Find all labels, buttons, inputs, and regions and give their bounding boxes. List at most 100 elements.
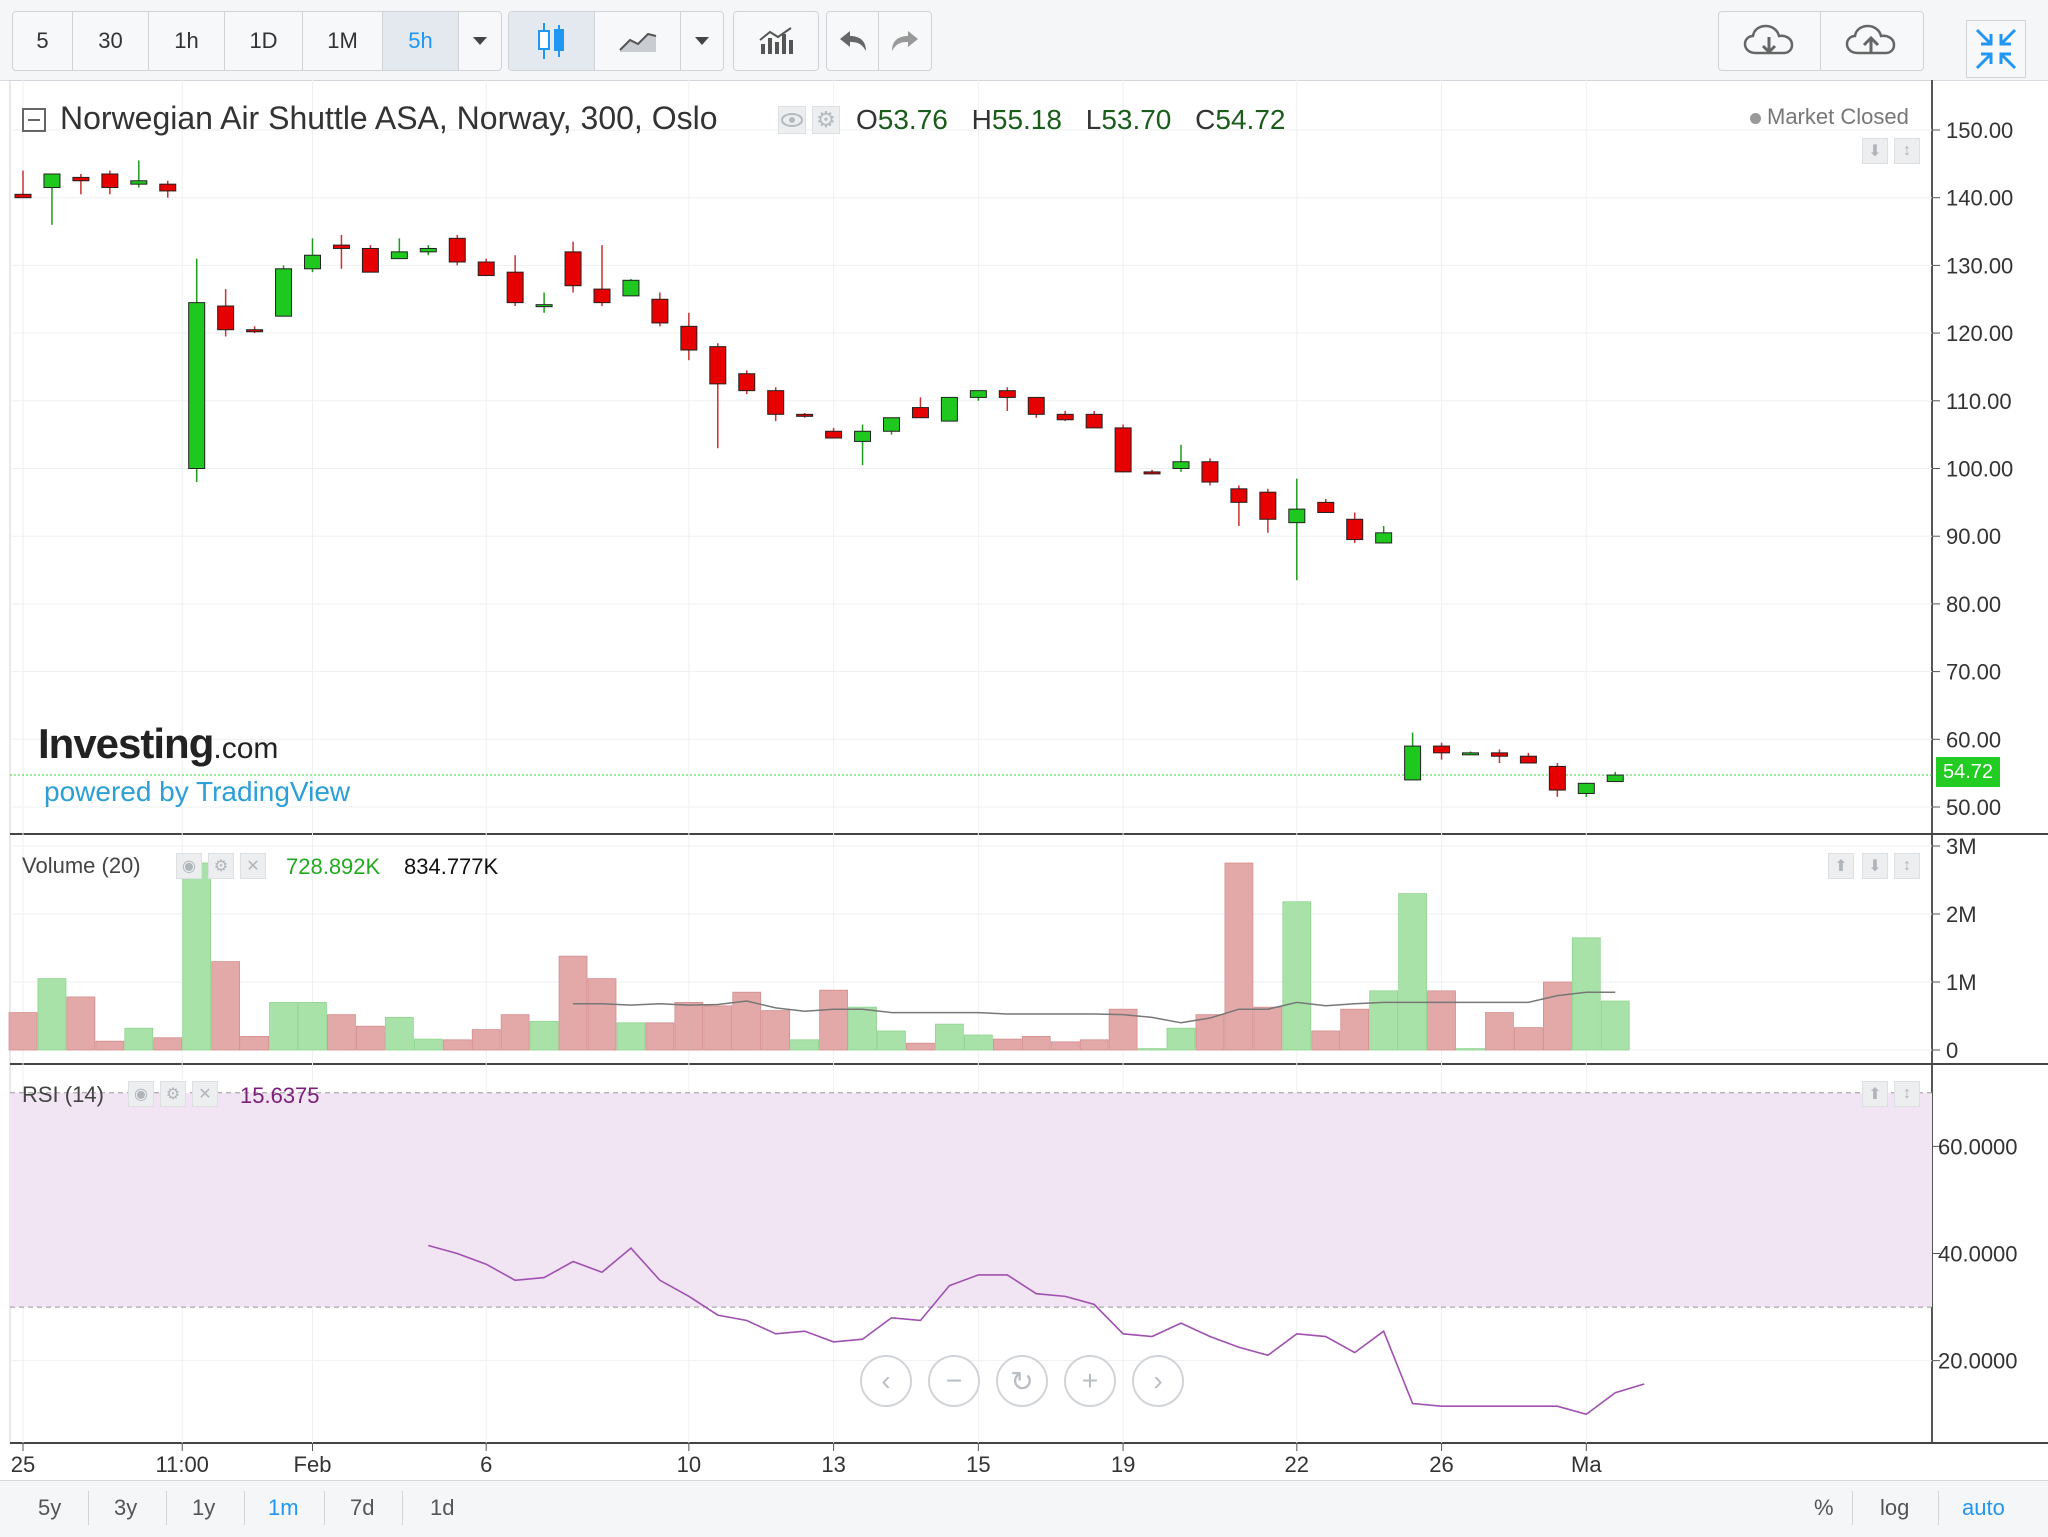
candle-body <box>1606 774 1624 783</box>
rsi-visibility-button[interactable]: ◉ <box>128 1081 154 1107</box>
price-tick-label: 60.00 <box>1946 727 2001 752</box>
powered-by-link[interactable]: powered by TradingView <box>44 776 351 807</box>
candlestick <box>1172 444 1190 472</box>
candlestick <box>1143 469 1161 475</box>
candlestick <box>796 412 814 418</box>
candlestick <box>1346 512 1364 543</box>
rsi-settings-button[interactable]: ⚙ <box>160 1081 186 1107</box>
volume-remove-button[interactable]: ✕ <box>240 853 266 879</box>
cloud-upload-button[interactable] <box>1821 12 1923 70</box>
log-scale-button[interactable]: log <box>1880 1495 1910 1520</box>
volume-bar <box>645 1022 675 1051</box>
arrow-down-icon: ⬇ <box>1868 143 1882 160</box>
volume-bar <box>124 1027 154 1051</box>
volume-pane-up[interactable]: ⬆ <box>1828 853 1854 879</box>
range-1y-button[interactable]: 1y <box>192 1495 216 1520</box>
volume-bar <box>992 1038 1022 1051</box>
interval-button-1d[interactable]: 1D <box>225 12 303 70</box>
open-label: O <box>856 104 878 135</box>
candle-body <box>883 417 900 432</box>
interval-button-5h[interactable]: 5h <box>383 12 459 70</box>
candlestick <box>332 234 350 269</box>
candlestick <box>390 238 408 260</box>
rsi-band <box>10 1092 1932 1308</box>
volume-bar <box>1398 893 1427 1051</box>
arrow-up-icon: ⬆ <box>1834 858 1848 875</box>
auto-scale-button[interactable]: auto <box>1962 1495 2005 1520</box>
arrow-up-icon: ⬆ <box>1868 1086 1882 1103</box>
volume-value-1: 728.892K <box>286 854 381 879</box>
chevron-right-icon: › <box>1153 1365 1163 1396</box>
volume-pane-down[interactable]: ⬇ <box>1862 853 1888 879</box>
candlestick <box>1288 478 1306 581</box>
percent-scale-button[interactable]: % <box>1814 1495 1834 1520</box>
undo-button[interactable] <box>827 12 879 70</box>
volume-visibility-button[interactable]: ◉ <box>176 853 202 879</box>
volume-pane-resize[interactable]: ↕ <box>1894 853 1920 879</box>
rsi-line <box>428 1244 1645 1416</box>
fullscreen-exit-button[interactable] <box>1966 20 2026 78</box>
zoom-out-button[interactable]: − <box>928 1355 980 1407</box>
volume-settings-button[interactable]: ⚙ <box>208 853 234 879</box>
interval-button-1h[interactable]: 1h <box>149 12 225 70</box>
series-visibility-button[interactable] <box>778 106 806 134</box>
candlestick <box>448 234 466 266</box>
eye-icon: ◉ <box>134 1086 148 1103</box>
volume-bar <box>1514 1027 1543 1051</box>
volume-bar <box>1369 990 1399 1051</box>
time-tick-label: Feb <box>294 1452 332 1477</box>
candlestick <box>1433 742 1451 760</box>
chevron-down-icon <box>695 37 709 45</box>
candle-body <box>940 396 958 422</box>
range-5y-button[interactable]: 5y <box>38 1495 62 1520</box>
candlestick <box>477 258 495 277</box>
last-price-tag: 54.72 <box>1936 757 2000 787</box>
rsi-remove-button[interactable]: ✕ <box>192 1081 218 1107</box>
rsi-tick-label: 60.0000 <box>1938 1134 2018 1159</box>
cloud-download-button[interactable] <box>1719 12 1821 70</box>
chevron-left-icon: ‹ <box>881 1365 891 1396</box>
candlestick <box>1201 458 1219 486</box>
interval-dropdown-button[interactable] <box>459 12 501 70</box>
candlestick <box>1462 751 1479 756</box>
main-pane-resize[interactable]: ↕ <box>1894 138 1920 164</box>
candlestick-style-button[interactable] <box>509 12 595 70</box>
interval-button-1m[interactable]: 1M <box>303 12 383 70</box>
chart-area[interactable]: 150.00 140.00 130.00 120.00 110.00 100.00 90.0… <box>0 80 2048 1480</box>
range-1m-button[interactable]: 1m <box>268 1495 299 1520</box>
candlestick <box>940 396 958 422</box>
candlesticks <box>14 160 1624 797</box>
reset-chart-button[interactable]: ↻ <box>996 1355 1048 1407</box>
rsi-pane-up[interactable]: ⬆ <box>1862 1081 1888 1107</box>
interval-button-5[interactable]: 5 <box>13 12 73 70</box>
candle-body <box>477 261 495 277</box>
candle-body <box>101 173 119 189</box>
main-pane-scroll-down[interactable]: ⬇ <box>1862 138 1888 164</box>
chart-style-dropdown-button[interactable] <box>681 12 723 70</box>
interval-button-30[interactable]: 30 <box>73 12 149 70</box>
scroll-left-button[interactable]: ‹ <box>860 1355 912 1407</box>
redo-button[interactable] <box>879 12 931 70</box>
candle-body <box>159 183 177 192</box>
series-settings-button[interactable]: ⚙ <box>812 106 840 134</box>
range-1d-button[interactable]: 1d <box>430 1495 455 1520</box>
line-style-button[interactable] <box>595 12 681 70</box>
rsi-value: 15.6375 <box>240 1083 320 1108</box>
price-tick-label: 50.00 <box>1946 795 2001 820</box>
price-tick-label: 120.00 <box>1946 321 2013 346</box>
scroll-right-button[interactable]: › <box>1132 1355 1184 1407</box>
collapse-toggle[interactable] <box>22 108 46 132</box>
volume-bar <box>269 1002 298 1051</box>
candlestick <box>998 387 1016 411</box>
zoom-in-button[interactable]: + <box>1064 1355 1116 1407</box>
range-3y-button[interactable]: 3y <box>114 1495 138 1520</box>
divider <box>88 1491 89 1525</box>
candlestick <box>361 245 379 273</box>
volume-bar <box>1166 1027 1196 1051</box>
indicators-button[interactable] <box>734 12 818 70</box>
candlestick <box>709 343 727 449</box>
rsi-pane-resize[interactable]: ↕ <box>1894 1081 1920 1107</box>
range-7d-button[interactable]: 7d <box>350 1495 375 1520</box>
resize-vertical-icon: ↕ <box>1903 857 1911 874</box>
rsi-tick-label: 40.0000 <box>1938 1242 2018 1267</box>
